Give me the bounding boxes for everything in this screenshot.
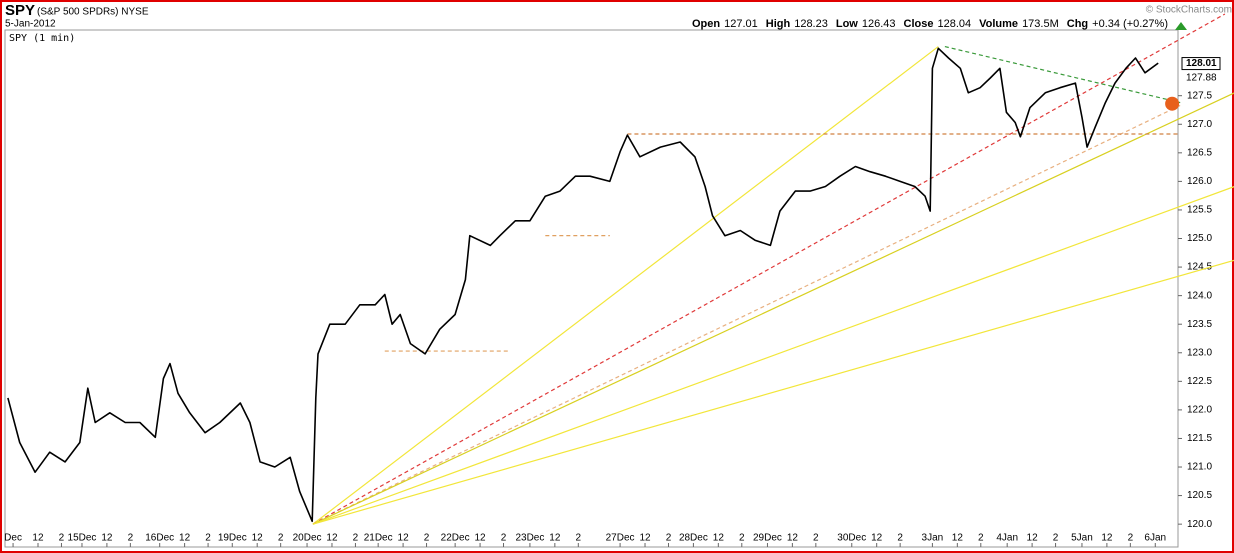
- x-tick-label: 3Jan: [922, 533, 944, 544]
- x-tick-label: 2: [59, 533, 65, 544]
- price-label: 127.88: [1186, 73, 1217, 84]
- marker-dot: [1165, 96, 1180, 111]
- x-tick-label: 2: [424, 533, 430, 544]
- quote-label: Volume: [979, 18, 1018, 30]
- trendline: [312, 46, 939, 525]
- x-tick-label: 2: [205, 533, 211, 544]
- x-tick-label: 12: [1027, 533, 1039, 544]
- trendline: [944, 45, 1181, 104]
- quote-value: 128.04: [937, 18, 971, 30]
- quote-value: +0.34 (+0.27%): [1092, 18, 1168, 30]
- watermark: © StockCharts.com: [1146, 5, 1232, 16]
- x-tick-label: 19Dec: [218, 533, 247, 544]
- y-tick-label: 127.0: [1187, 119, 1212, 130]
- x-tick-label: 20Dec: [293, 533, 322, 544]
- y-tick-label: 121.0: [1187, 462, 1212, 473]
- quote-label: Low: [836, 18, 858, 30]
- y-tick-label: 124.0: [1187, 290, 1212, 301]
- x-tick-label: 6Jan: [1144, 533, 1166, 544]
- x-tick-label: 12: [787, 533, 799, 544]
- y-tick-label: 121.5: [1187, 433, 1212, 444]
- y-tick-label: 126.0: [1187, 176, 1212, 187]
- x-tick-label: 28Dec: [679, 533, 708, 544]
- x-tick-label: 2: [278, 533, 284, 544]
- y-tick-label: 120.0: [1187, 519, 1212, 530]
- trendline: [312, 92, 1234, 525]
- chart-subtitle: (S&P 500 SPDRs) NYSE: [37, 7, 149, 18]
- quote: Open 127.01 High 128.23 Low 126.43 Close 128.04…: [692, 18, 1168, 30]
- up-arrow: [1175, 22, 1187, 30]
- x-tick-label: 12: [549, 533, 561, 544]
- y-tick-label: 127.5: [1187, 90, 1212, 101]
- x-tick-label: 12: [101, 533, 113, 544]
- y-tick-label: 126.5: [1187, 147, 1212, 158]
- x-tick-label: Dec: [4, 533, 22, 544]
- chart-date: 5-Jan-2012: [5, 19, 56, 30]
- x-tick-label: 2: [1053, 533, 1059, 544]
- x-tick-label: 2: [576, 533, 582, 544]
- y-tick-label: 125.5: [1187, 205, 1212, 216]
- x-tick-label: 5Jan: [1071, 533, 1093, 544]
- y-tick-label: 122.0: [1187, 405, 1212, 416]
- quote-label: Chg: [1067, 18, 1088, 30]
- panel-label: SPY (1 min): [9, 33, 75, 44]
- x-tick-label: 29Dec: [753, 533, 782, 544]
- quote-value: 126.43: [862, 18, 896, 30]
- trendline: [312, 13, 1226, 525]
- x-tick-label: 12: [475, 533, 487, 544]
- x-tick-label: 12: [639, 533, 651, 544]
- x-tick-label: 12: [326, 533, 338, 544]
- y-tick-label: 124.5: [1187, 262, 1212, 273]
- price-label-box: [1181, 57, 1221, 71]
- plot-area: [4, 29, 1179, 548]
- y-tick-label: 123.5: [1187, 319, 1212, 330]
- x-tick-label: 2: [1128, 533, 1134, 544]
- y-tick-label: 122.5: [1187, 376, 1212, 387]
- y-tick-label: 125.0: [1187, 233, 1212, 244]
- x-tick-label: 15Dec: [68, 533, 97, 544]
- x-tick-label: 12: [398, 533, 410, 544]
- x-tick-label: 2: [897, 533, 903, 544]
- x-tick-label: 12: [871, 533, 883, 544]
- trendline: [312, 186, 1234, 525]
- quote-value: 128.23: [794, 18, 828, 30]
- quote-label: Open: [692, 18, 720, 30]
- x-tick-label: 12: [179, 533, 191, 544]
- x-tick-label: 16Dec: [145, 533, 174, 544]
- price-line: [7, 47, 1159, 523]
- x-tick-label: 12: [713, 533, 725, 544]
- trendline: [312, 259, 1234, 525]
- x-tick-label: 2: [813, 533, 819, 544]
- quote-value: 173.5M: [1022, 18, 1059, 30]
- x-tick-label: 2: [739, 533, 745, 544]
- x-tick-label: 21Dec: [364, 533, 393, 544]
- x-tick-label: 2: [501, 533, 507, 544]
- y-tick-label: 123.0: [1187, 347, 1212, 358]
- x-tick-label: 12: [32, 533, 44, 544]
- x-tick-label: 27Dec: [606, 533, 635, 544]
- price-label: 128.01: [1186, 58, 1217, 69]
- x-tick-label: 22Dec: [441, 533, 470, 544]
- x-tick-label: 12: [1101, 533, 1113, 544]
- x-tick-label: 12: [952, 533, 964, 544]
- x-tick-label: 2: [978, 533, 984, 544]
- x-tick-label: 2: [128, 533, 134, 544]
- x-tick-label: 4Jan: [996, 533, 1018, 544]
- x-tick-label: 12: [252, 533, 264, 544]
- x-tick-label: 2: [353, 533, 359, 544]
- chart-title: SPY: [5, 2, 35, 19]
- x-tick-label: 2: [666, 533, 672, 544]
- quote-label: High: [766, 18, 791, 30]
- x-tick-label: 23Dec: [515, 533, 544, 544]
- y-tick-label: 120.5: [1187, 490, 1212, 501]
- quote-value: 127.01: [724, 18, 758, 30]
- quote-label: Close: [904, 18, 934, 30]
- x-tick-label: 30Dec: [837, 533, 866, 544]
